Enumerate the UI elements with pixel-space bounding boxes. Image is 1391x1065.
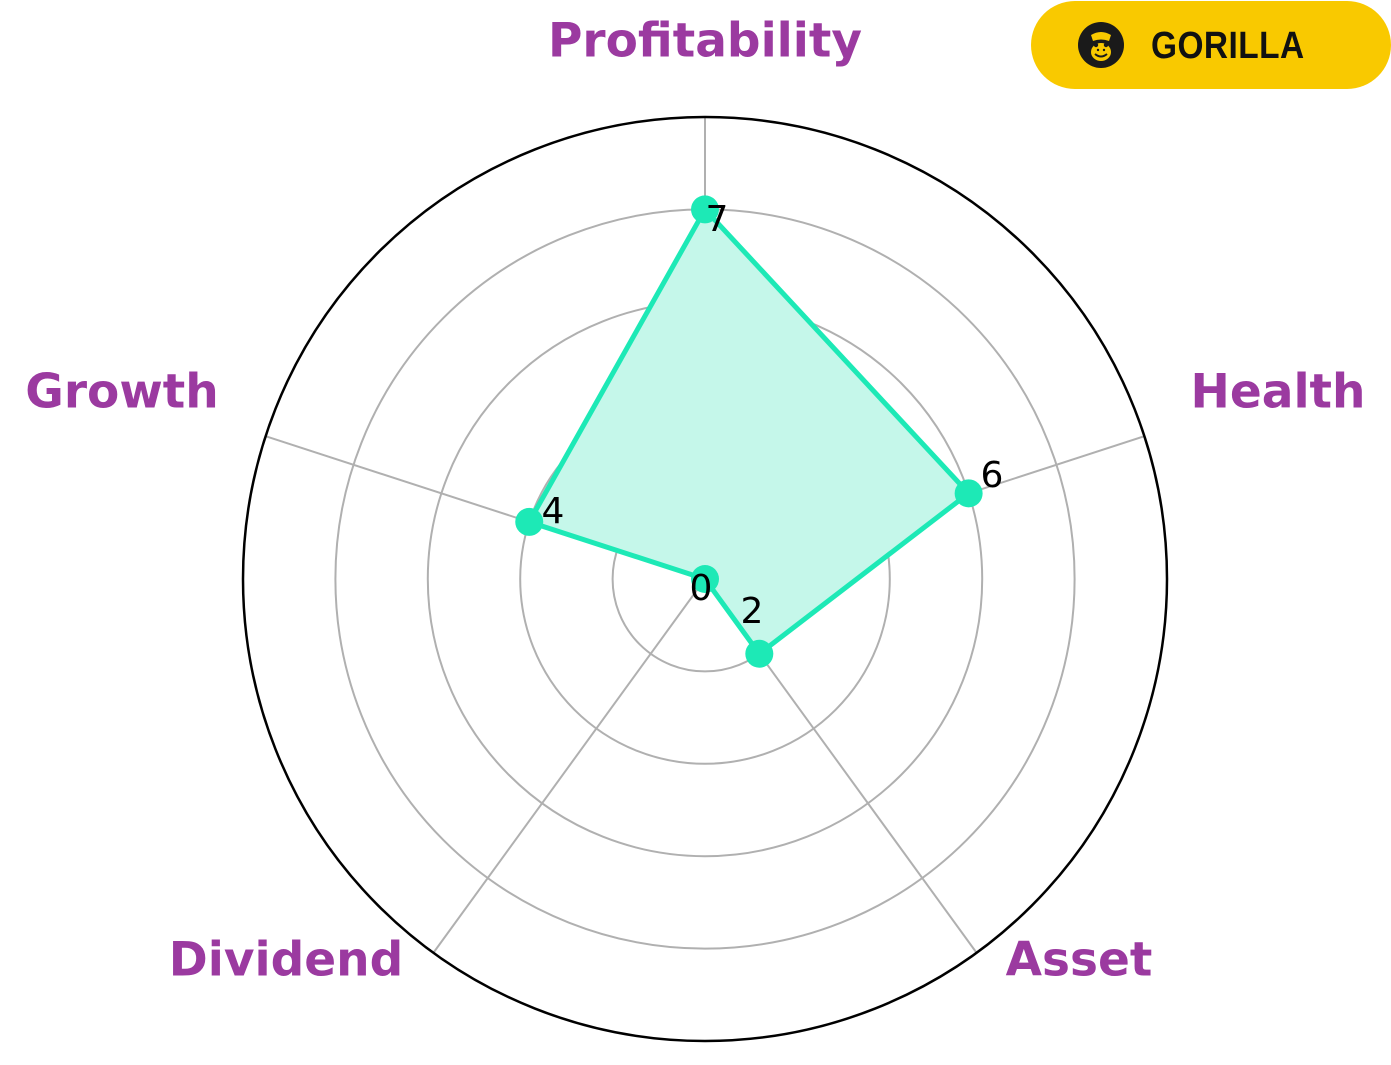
value-label-asset: 2 <box>741 591 764 632</box>
value-label-growth: 4 <box>542 491 565 532</box>
value-label-dividend: 0 <box>690 568 713 609</box>
value-label-profitability: 7 <box>706 199 729 240</box>
series-line <box>525 205 973 658</box>
category-label-growth: Growth <box>25 365 218 420</box>
category-label-profitability: Profitability <box>548 14 862 69</box>
spoke-dividend <box>432 578 706 954</box>
gorilla-logo-icon <box>1078 22 1124 68</box>
data-point-dividend[interactable] <box>691 565 719 593</box>
value-label-health: 6 <box>981 455 1004 496</box>
series <box>515 195 983 668</box>
category-label-asset: Asset <box>1006 933 1153 988</box>
data-point-profitability[interactable] <box>691 195 719 224</box>
category-label-dividend: Dividend <box>169 933 404 988</box>
brand-badge[interactable]: GORILLA <box>1031 1 1391 89</box>
category-label-health: Health <box>1191 365 1366 420</box>
outer-ring <box>241 115 1169 1043</box>
data-point-health[interactable] <box>954 479 983 508</box>
series-area <box>529 209 969 654</box>
brand-name: GORILLA <box>1151 25 1305 67</box>
labels: Profitability Health Asset Dividend Growth 7 6… <box>25 14 1365 988</box>
data-point-growth[interactable] <box>515 507 544 536</box>
data-point-asset[interactable] <box>745 639 774 668</box>
